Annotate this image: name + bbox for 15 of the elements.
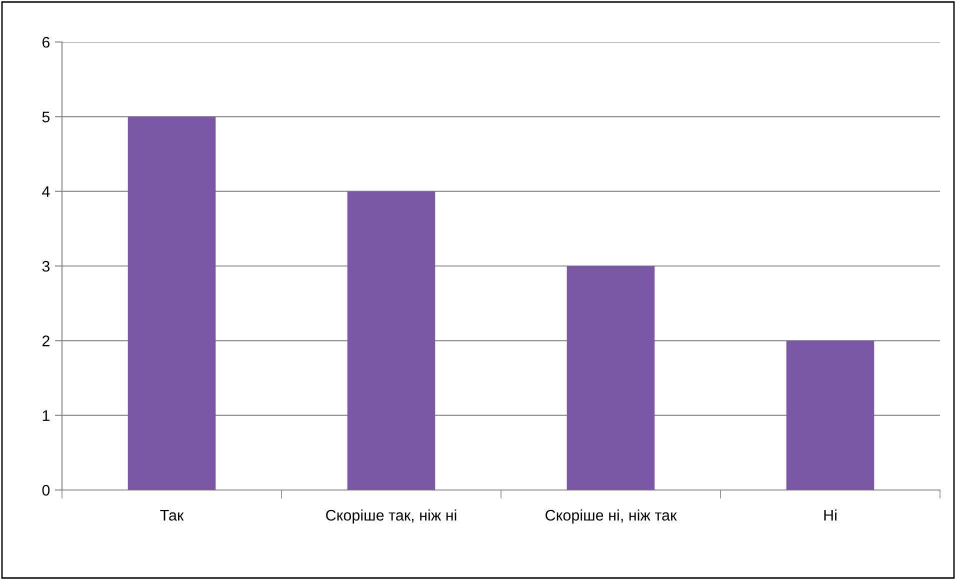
y-tick-label: 0 xyxy=(42,484,50,496)
bar xyxy=(786,340,874,490)
bar xyxy=(347,191,436,490)
x-tick-label: Скоріше так, ніж ні xyxy=(326,509,456,524)
y-tick-label: 4 xyxy=(42,186,50,197)
x-tick-label: Скоріше ні, ніж так xyxy=(546,509,677,524)
y-tick-label: 6 xyxy=(42,36,50,48)
bar xyxy=(566,266,655,490)
bar xyxy=(128,116,216,490)
y-tick-label: 2 xyxy=(42,336,50,346)
y-tick-label: 5 xyxy=(42,112,50,122)
x-tick-label: Ні xyxy=(824,509,836,521)
x-tick-label: Так xyxy=(160,510,184,521)
y-tick-label: 3 xyxy=(42,260,50,272)
y-tick-label: 1 xyxy=(42,410,50,421)
